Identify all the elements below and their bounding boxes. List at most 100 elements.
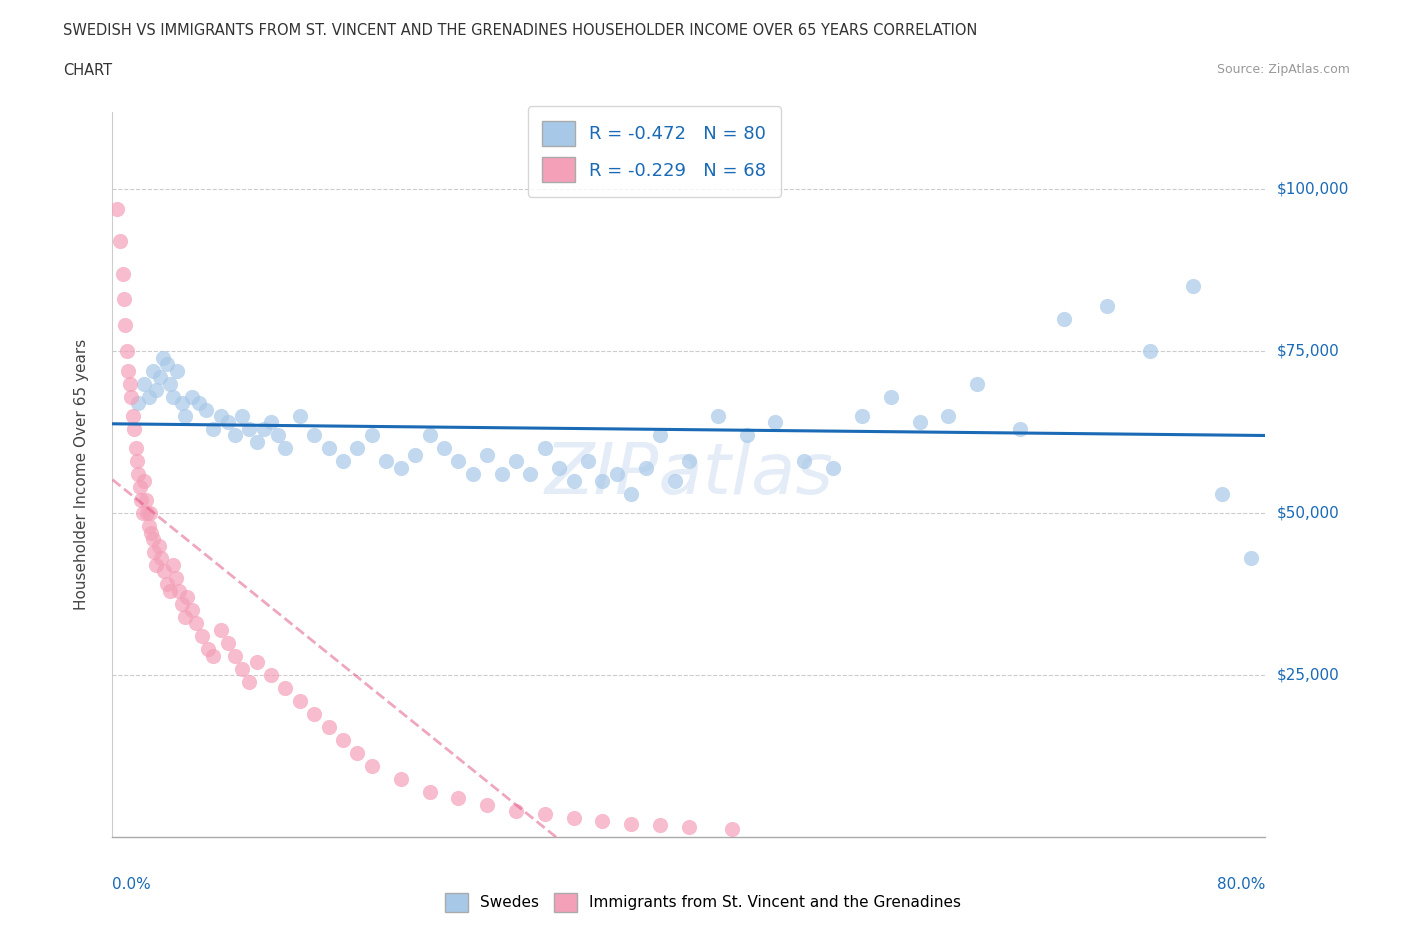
Point (125, 454, 148, 469)
Legend: R = -0.472   N = 80, R = -0.229   N = 68: R = -0.472 N = 80, R = -0.229 N = 68 (527, 106, 780, 197)
Point (880, 389, 903, 404)
Point (346, 745, 368, 760)
Point (346, 441, 368, 456)
Point (765, 415, 787, 430)
Point (184, 616, 207, 631)
Point (678, 454, 700, 469)
Point (606, 467, 628, 482)
Point (447, 454, 470, 469)
Point (231, 408, 253, 423)
Point (534, 807, 557, 822)
Text: SWEDISH VS IMMIGRANTS FROM ST. VINCENT AND THE GRENADINES HOUSEHOLDER INCOME OVE: SWEDISH VS IMMIGRANTS FROM ST. VINCENT A… (63, 23, 977, 38)
Point (238, 421, 260, 436)
Point (246, 434, 269, 449)
Point (112, 292, 135, 307)
Point (821, 460, 844, 475)
Point (127, 395, 149, 410)
Point (433, 441, 456, 456)
Point (120, 389, 142, 404)
Point (191, 629, 214, 644)
Point (288, 408, 311, 423)
Point (165, 570, 187, 585)
Point (562, 810, 585, 825)
Point (246, 655, 269, 670)
Point (1139, 344, 1161, 359)
Text: CHART: CHART (63, 63, 112, 78)
Point (274, 681, 297, 696)
Point (461, 467, 484, 482)
Point (209, 622, 232, 637)
Point (166, 364, 188, 379)
Point (224, 648, 246, 663)
Point (534, 441, 557, 456)
Point (274, 441, 297, 456)
Point (664, 473, 686, 488)
Point (145, 558, 167, 573)
Point (1010, 421, 1032, 436)
Point (170, 395, 193, 410)
Point (360, 758, 382, 773)
Point (129, 493, 153, 508)
Point (389, 460, 412, 475)
Point (851, 408, 873, 423)
Point (188, 395, 211, 410)
Text: $25,000: $25,000 (1277, 668, 1340, 683)
Point (1240, 551, 1263, 566)
Point (231, 661, 253, 676)
Point (122, 421, 145, 436)
Point (260, 668, 283, 683)
Point (562, 473, 585, 488)
Point (173, 609, 195, 624)
Point (936, 408, 959, 423)
Y-axis label: Householder Income Over 65 years: Householder Income Over 65 years (75, 339, 89, 610)
Point (159, 377, 181, 392)
Point (253, 421, 276, 436)
Point (111, 266, 134, 281)
Point (475, 797, 499, 812)
Point (389, 771, 412, 786)
Point (620, 817, 643, 831)
Point (139, 506, 162, 521)
Point (966, 377, 988, 392)
Point (167, 583, 190, 598)
Point (217, 415, 239, 430)
Point (143, 545, 166, 560)
Point (138, 519, 160, 534)
Point (1053, 312, 1076, 326)
Point (318, 441, 340, 456)
Point (505, 804, 527, 818)
Point (114, 318, 136, 333)
Point (260, 415, 283, 430)
Point (576, 454, 599, 469)
Point (1182, 279, 1205, 294)
Point (195, 402, 218, 417)
Point (209, 408, 232, 423)
Text: 80.0%: 80.0% (1218, 877, 1265, 892)
Point (176, 590, 198, 604)
Point (202, 421, 225, 436)
Point (707, 408, 730, 423)
Point (238, 674, 260, 689)
Point (267, 428, 290, 443)
Point (138, 389, 160, 404)
Point (304, 707, 326, 722)
Point (121, 408, 143, 423)
Point (475, 447, 499, 462)
Point (180, 389, 202, 404)
Point (908, 415, 931, 430)
Point (735, 428, 758, 443)
Point (197, 642, 219, 657)
Text: ZIPatlas: ZIPatlas (544, 440, 834, 509)
Point (332, 733, 354, 748)
Point (519, 467, 541, 482)
Point (117, 364, 139, 379)
Point (447, 790, 470, 805)
Point (592, 814, 614, 829)
Point (1095, 299, 1118, 313)
Point (318, 720, 340, 735)
Point (159, 583, 181, 598)
Point (132, 506, 155, 521)
Point (148, 538, 170, 553)
Point (135, 493, 157, 508)
Point (128, 480, 150, 495)
